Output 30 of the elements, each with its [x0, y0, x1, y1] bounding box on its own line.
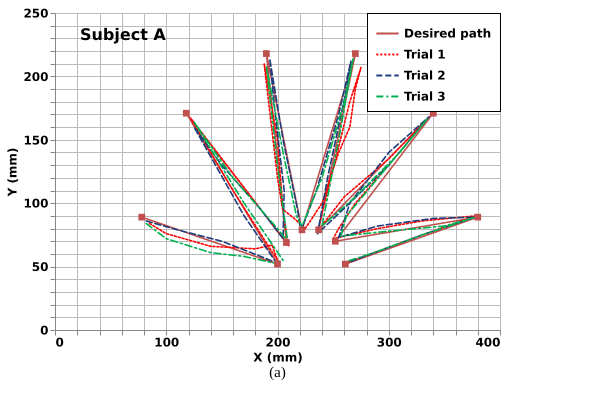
point	[283, 239, 290, 246]
legend-label: Trial 1	[404, 48, 446, 62]
point	[263, 50, 270, 57]
point	[138, 214, 146, 220]
point	[274, 260, 281, 268]
x-axis-title: X (mm)	[253, 350, 303, 364]
y-tick-label: 150	[23, 133, 48, 148]
legend-label: Trial 2	[404, 68, 446, 82]
x-tick-label: 300	[376, 336, 402, 350]
y-tick-label: 100	[23, 196, 48, 211]
y-tick-label: 250	[23, 6, 48, 20]
x-tick-label: 100	[154, 336, 180, 350]
y-tick-label: 200	[23, 70, 48, 84]
x-tick-label: 400	[475, 336, 500, 350]
point	[474, 214, 482, 220]
y-tick-label: 50	[32, 260, 48, 274]
legend-label: Desired path	[404, 26, 492, 40]
point	[182, 110, 190, 117]
text: Subject A	[80, 25, 166, 44]
text: (a)	[269, 365, 286, 381]
point	[315, 226, 322, 234]
x-tick-label: 200	[265, 336, 291, 350]
legend-label: Trial 3	[404, 90, 446, 104]
x-tick-label: 0	[56, 336, 64, 350]
point	[352, 50, 359, 57]
y-axis-title: Y (mm)	[5, 148, 20, 198]
point	[298, 226, 306, 234]
y-tick-label: 0	[40, 324, 48, 338]
point	[342, 260, 349, 268]
point	[332, 238, 339, 245]
